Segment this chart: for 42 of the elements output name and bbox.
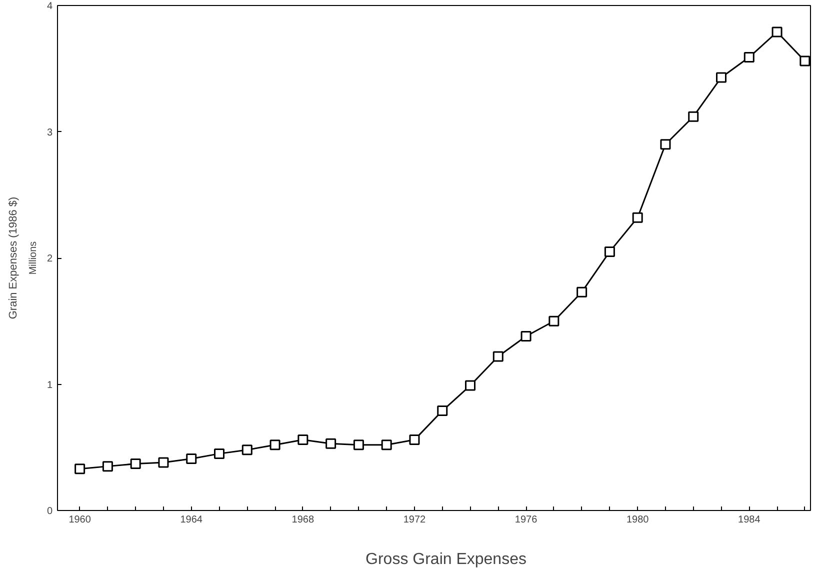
y-tick-label: 1 bbox=[46, 380, 53, 391]
x-tick-label: 1980 bbox=[626, 514, 650, 526]
point bbox=[465, 380, 476, 391]
point bbox=[492, 351, 504, 362]
x-tick-label: 1960 bbox=[68, 514, 92, 526]
y-tick-label: 2 bbox=[46, 254, 53, 264]
point bbox=[520, 331, 532, 342]
point bbox=[326, 438, 336, 449]
point bbox=[214, 448, 225, 459]
point bbox=[772, 26, 782, 38]
point bbox=[604, 246, 615, 257]
point bbox=[186, 453, 197, 464]
y-tick-label: 0 bbox=[46, 506, 53, 517]
point bbox=[744, 52, 754, 63]
point bbox=[409, 434, 420, 446]
point bbox=[130, 458, 141, 470]
text: Gross Grain Expenses bbox=[366, 551, 526, 569]
x-tick-label: 1976 bbox=[514, 514, 538, 526]
point bbox=[632, 212, 643, 223]
point bbox=[298, 434, 308, 446]
point bbox=[688, 111, 699, 122]
point bbox=[353, 440, 364, 450]
y-axis-title: Grain Expenses (1986 $) bbox=[8, 196, 20, 320]
x-tick-label: 1984 bbox=[738, 514, 761, 526]
point bbox=[270, 440, 280, 450]
point bbox=[74, 464, 86, 474]
point bbox=[800, 56, 810, 66]
x-tick-label: 1972 bbox=[403, 514, 426, 526]
y-tick-label: 3 bbox=[46, 127, 53, 138]
point bbox=[716, 72, 727, 83]
x-tick-label: 1968 bbox=[292, 514, 314, 526]
y-tick-label: 4 bbox=[46, 1, 53, 12]
point bbox=[576, 286, 588, 298]
x-tick-label: 1964 bbox=[180, 514, 203, 526]
point bbox=[102, 461, 113, 472]
point bbox=[158, 457, 169, 468]
point bbox=[242, 444, 252, 456]
point bbox=[660, 139, 671, 150]
point bbox=[548, 316, 560, 326]
y2-axis-title: Millions bbox=[28, 241, 39, 275]
point bbox=[437, 406, 448, 416]
point bbox=[381, 440, 392, 450]
